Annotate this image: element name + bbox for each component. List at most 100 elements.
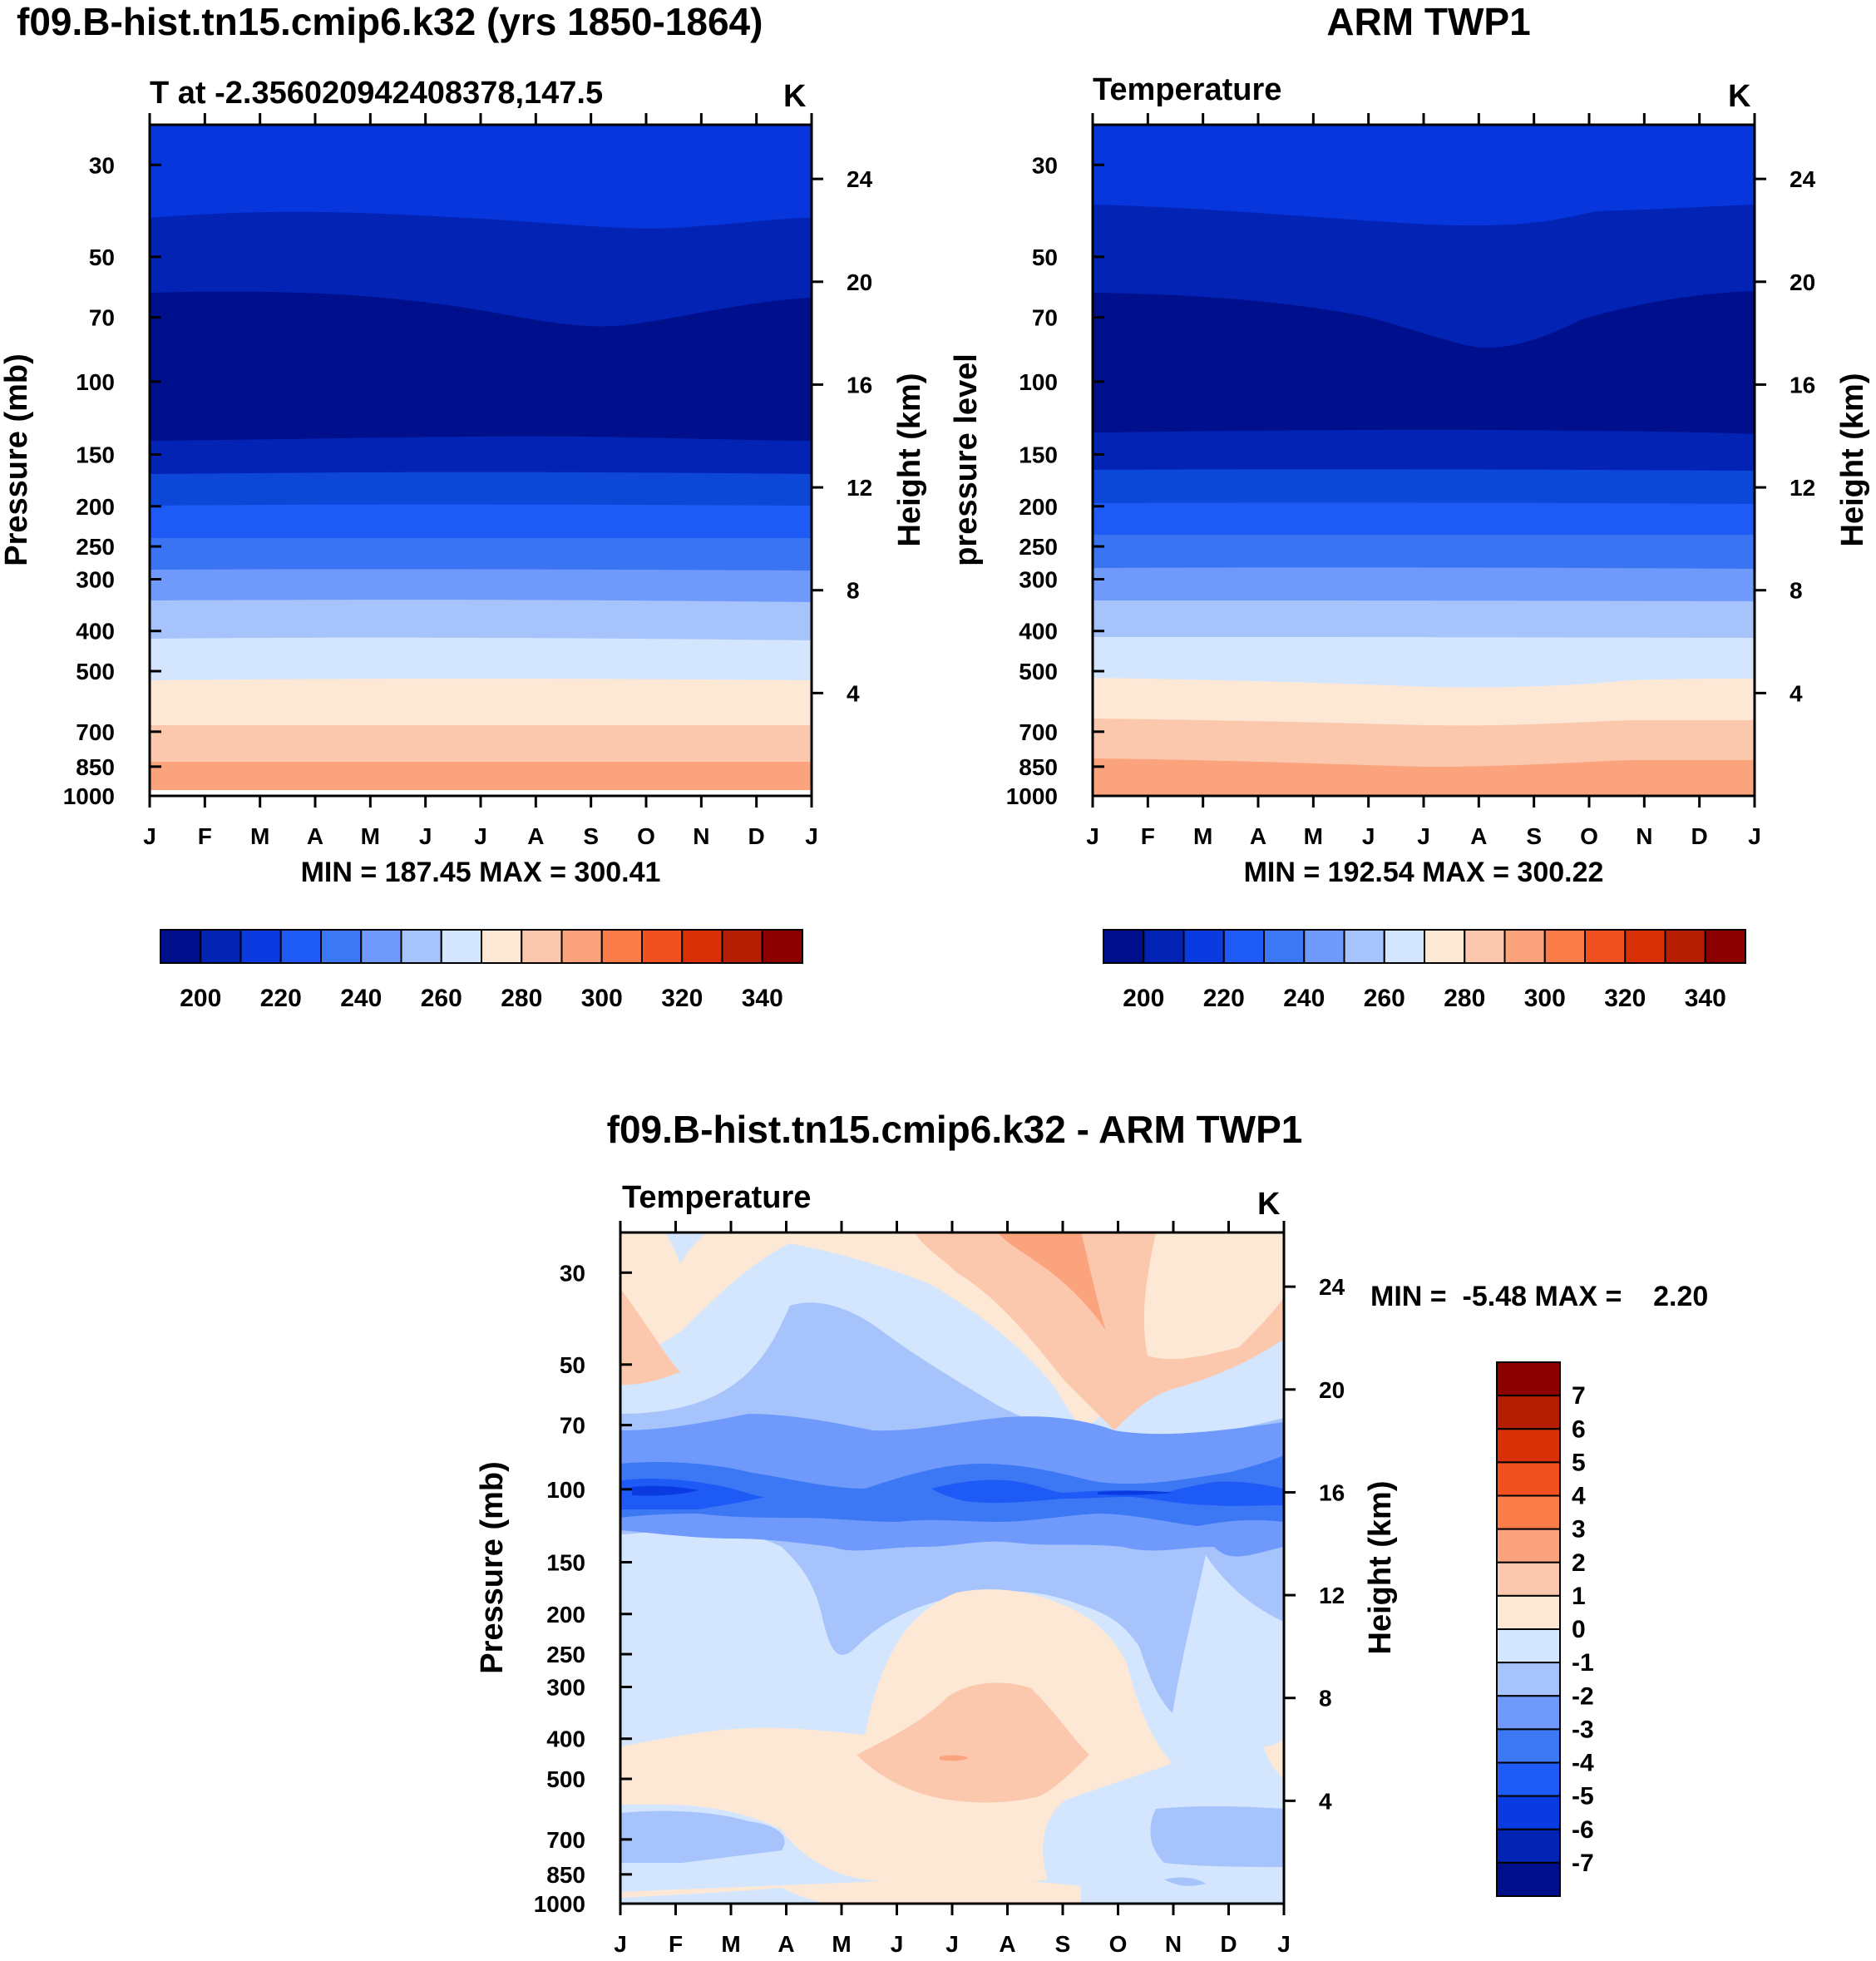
obs-ytick-label: 1000 [1006, 783, 1058, 809]
diff-colorbar-label: -6 [1572, 1816, 1594, 1844]
diff-colorbar-swatch [1496, 1828, 1561, 1864]
model-plot [150, 125, 812, 796]
diff-xtick-label: M [721, 1931, 740, 1957]
obs-xtick-label: N [1636, 823, 1652, 849]
obs-colorbar-label: 300 [1524, 985, 1566, 1012]
model-colorbar-label: 260 [421, 985, 462, 1012]
obs-colorbar-swatch [1664, 929, 1706, 964]
obs-colorbar-swatch [1303, 929, 1345, 964]
model-colorbar-swatch [481, 929, 523, 964]
diff-xtick-label: F [669, 1931, 683, 1957]
diff-colorbar-swatch [1496, 1395, 1561, 1430]
model-ylabel: Pressure (mb) [0, 353, 34, 566]
diff-y2tick-label: 24 [1319, 1274, 1345, 1300]
model-colorbar-swatch [600, 929, 643, 964]
obs-y2tick-label: 8 [1790, 578, 1803, 604]
diff-ytick-label: 30 [560, 1260, 585, 1286]
diff-ytick-label: 400 [546, 1726, 585, 1752]
model-colorbar-swatch [239, 929, 282, 964]
model-colorbar-label: 300 [581, 985, 623, 1012]
diff-y2tick-label: 20 [1319, 1377, 1345, 1403]
model-xtick-label: J [419, 823, 432, 849]
model-y2tick-label: 24 [847, 166, 873, 192]
model-subtitle: T at -2.356020942408378,147.5 [150, 76, 603, 111]
obs-colorbar-label: 200 [1123, 985, 1164, 1012]
obs-colorbar-label: 240 [1283, 985, 1325, 1012]
diff-colorbar-label: 4 [1572, 1483, 1586, 1510]
model-xtick-label: A [307, 823, 323, 849]
model-colorbar-swatch [641, 929, 684, 964]
obs-xtick-label: J [1748, 823, 1761, 849]
model-units: K [783, 79, 807, 114]
model-xtick-label: J [143, 823, 156, 849]
diff-ytick-label: 70 [560, 1413, 585, 1439]
model-stats: MIN = 187.45 MAX = 300.41 [301, 857, 661, 888]
model-xtick-label: D [748, 823, 765, 849]
obs-ytick-label: 100 [1019, 369, 1058, 395]
obs-ytick-label: 850 [1019, 754, 1058, 780]
obs-ytick-label: 200 [1019, 494, 1058, 520]
diff-xtick-label: J [945, 1931, 959, 1957]
panel-model: f09.B-hist.tn15.cmip6.k32 (yrs 1850-1864… [0, 0, 927, 1012]
diff-colorbar-label: 2 [1572, 1549, 1586, 1577]
diff-colorbar-label: 3 [1572, 1516, 1586, 1544]
diff-xtick-label: M [832, 1931, 851, 1957]
diff-colorbar-label: 6 [1572, 1415, 1586, 1443]
obs-colorbar-swatch [1624, 929, 1666, 964]
diff-colorbar-swatch [1496, 1795, 1561, 1830]
model-y2tick-label: 16 [847, 372, 872, 398]
model-colorbar-swatch [681, 929, 723, 964]
model-xtick-label: J [805, 823, 818, 849]
obs-colorbar-swatch [1584, 929, 1627, 964]
obs-y2tick-label: 4 [1790, 680, 1803, 706]
diff-ytick-label: 700 [546, 1827, 585, 1853]
diff-colorbar-swatch [1496, 1494, 1561, 1530]
obs-xtick-label: M [1304, 823, 1323, 849]
diff-ytick-label: 300 [546, 1674, 585, 1700]
obs-colorbar-swatch [1424, 929, 1466, 964]
diff-colorbar-swatch [1496, 1561, 1561, 1597]
model-xtick-label: N [693, 823, 709, 849]
obs-plot [1093, 125, 1755, 796]
model-ytick-label: 200 [76, 494, 115, 520]
diff-ytick-label: 200 [546, 1602, 585, 1628]
obs-ytick-label: 400 [1019, 619, 1058, 645]
obs-colorbar-swatch [1103, 929, 1145, 964]
obs-colorbar-label: 340 [1685, 985, 1726, 1012]
model-xtick-label: A [527, 823, 544, 849]
diff-y2tick-label: 4 [1319, 1788, 1332, 1814]
diff-colorbar-label: 7 [1572, 1382, 1586, 1410]
model-colorbar-label: 220 [260, 985, 302, 1012]
model-colorbar-swatch [721, 929, 763, 964]
model-xtick-label: M [250, 823, 269, 849]
model-ytick-label: 700 [76, 719, 115, 745]
model-xtick-label: O [637, 823, 655, 849]
diff-title: f09.B-hist.tn15.cmip6.k32 - ARM TWP1 [607, 1108, 1303, 1151]
obs-colorbar-label: 220 [1203, 985, 1245, 1012]
model-ytick-label: 150 [76, 442, 115, 468]
diff-subtitle: Temperature [622, 1180, 811, 1215]
diff-y2tick-label: 16 [1319, 1479, 1345, 1505]
model-colorbar-swatch [200, 929, 242, 964]
model-y2tick-label: 20 [847, 269, 872, 295]
obs-xtick-label: J [1086, 823, 1099, 849]
diff-colorbar-label: -1 [1572, 1649, 1594, 1677]
obs-colorbar-swatch [1383, 929, 1425, 964]
model-ytick-label: 850 [76, 754, 115, 780]
diff-ylabel: Pressure (mb) [475, 1461, 510, 1674]
model-colorbar-swatch [160, 929, 202, 964]
model-colorbar-swatch [320, 929, 363, 964]
obs-xtick-label: M [1193, 823, 1212, 849]
model-ytick-label: 50 [89, 245, 115, 270]
diff-colorbar-swatch [1496, 1628, 1561, 1664]
obs-units: K [1728, 79, 1751, 114]
obs-xtick-label: F [1141, 823, 1155, 849]
model-colorbar-swatch [440, 929, 482, 964]
diff-y2tick-label: 12 [1319, 1583, 1345, 1608]
obs-ylabel: pressure level [949, 353, 984, 566]
obs-ytick-label: 300 [1019, 566, 1058, 592]
obs-colorbar-swatch [1182, 929, 1225, 964]
model-colorbar-label: 200 [180, 985, 221, 1012]
obs-xtick-label: O [1580, 823, 1598, 849]
diff-axes: J F M A M J J A S O N D J 30 50 70 100 150 200 250 300 400 500… [534, 1221, 1345, 1957]
